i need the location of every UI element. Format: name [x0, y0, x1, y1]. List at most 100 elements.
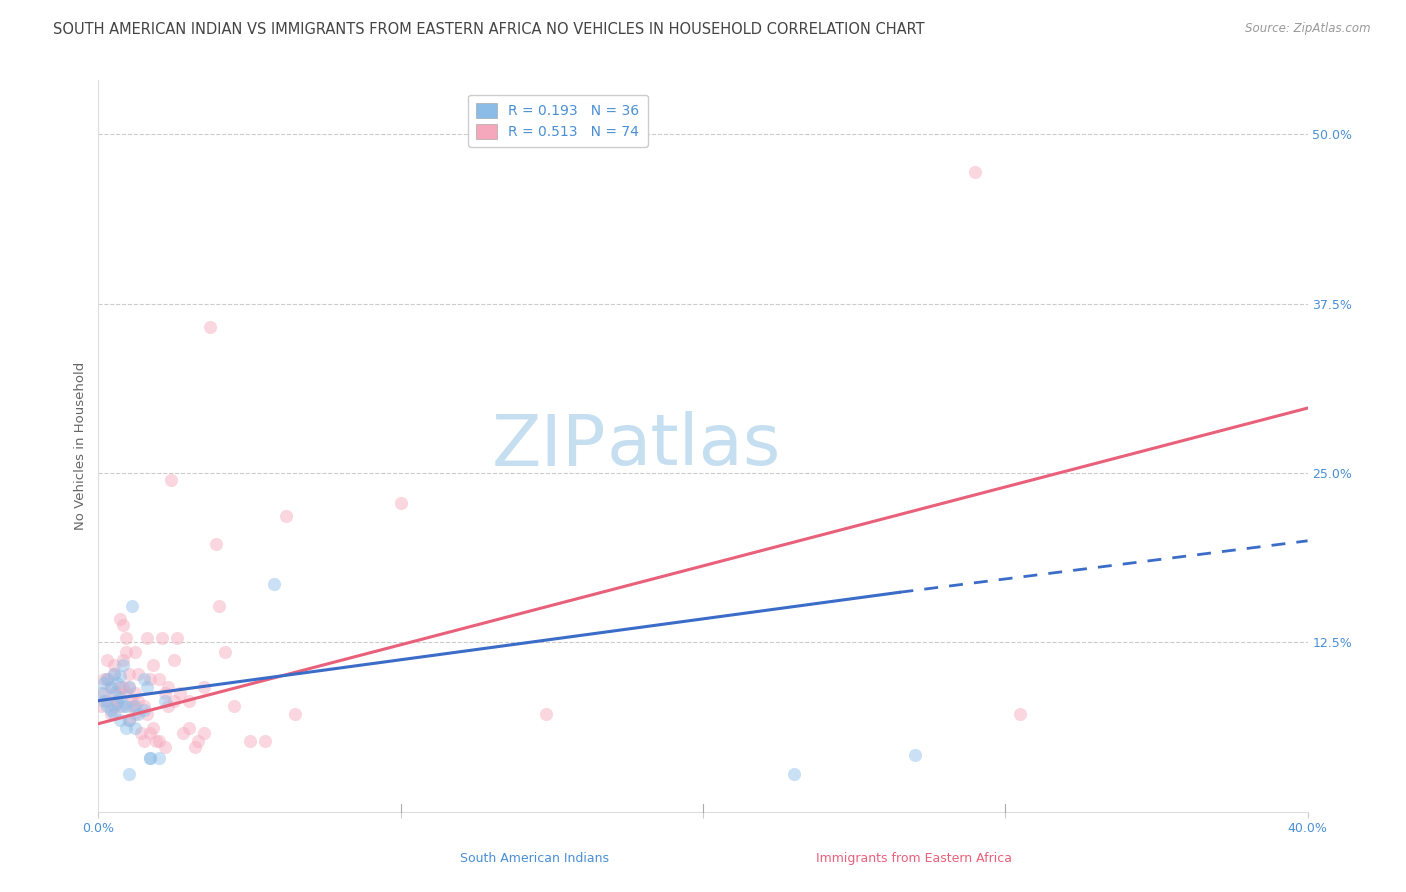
Point	[103, 666, 125, 681]
Text: atlas: atlas	[606, 411, 780, 481]
Point	[132, 672, 155, 686]
Point	[169, 685, 191, 699]
Point	[124, 721, 146, 735]
Point	[148, 750, 170, 764]
Point	[263, 577, 285, 591]
Point	[156, 699, 179, 714]
Point	[93, 672, 115, 686]
Point	[100, 703, 122, 717]
Point	[187, 734, 209, 748]
Text: Immigrants from Eastern Africa: Immigrants from Eastern Africa	[815, 852, 1012, 865]
Point	[142, 721, 165, 735]
Point	[108, 699, 131, 714]
Point	[184, 739, 207, 754]
Point	[118, 666, 141, 681]
Point	[142, 658, 165, 673]
Point	[118, 680, 141, 694]
Point	[153, 685, 176, 699]
Point	[100, 680, 122, 694]
Point	[108, 713, 131, 727]
Point	[1010, 707, 1032, 722]
Point	[100, 707, 122, 722]
Point	[160, 473, 183, 487]
Point	[118, 713, 141, 727]
Point	[179, 693, 201, 707]
Point	[253, 734, 276, 748]
Point	[121, 693, 143, 707]
Point	[193, 680, 215, 694]
Point	[96, 699, 118, 714]
Point	[172, 726, 194, 740]
Point	[145, 734, 167, 748]
Point	[105, 676, 128, 690]
Point	[105, 693, 128, 707]
Point	[114, 699, 136, 714]
Legend: R = 0.193   N = 36, R = 0.513   N = 74: R = 0.193 N = 36, R = 0.513 N = 74	[468, 95, 648, 147]
Point	[118, 680, 141, 694]
Point	[214, 645, 236, 659]
Point	[166, 632, 188, 646]
Point	[139, 726, 162, 740]
Point	[129, 726, 152, 740]
Point	[114, 632, 136, 646]
Point	[96, 672, 118, 686]
Point	[103, 685, 125, 699]
Point	[132, 734, 155, 748]
Point	[135, 632, 157, 646]
Point	[96, 693, 118, 707]
Point	[156, 680, 179, 694]
Point	[163, 653, 186, 667]
Point	[108, 669, 131, 683]
Point	[150, 632, 173, 646]
Point	[139, 750, 162, 764]
Point	[127, 693, 149, 707]
Point	[105, 697, 128, 711]
Point	[111, 617, 134, 632]
Point	[148, 672, 170, 686]
Point	[132, 703, 155, 717]
Point	[90, 685, 112, 699]
Point	[105, 685, 128, 699]
Point	[124, 699, 146, 714]
Point	[127, 666, 149, 681]
Point	[118, 766, 141, 780]
Point	[111, 653, 134, 667]
Point	[108, 690, 131, 704]
Text: Source: ZipAtlas.com: Source: ZipAtlas.com	[1246, 22, 1371, 36]
Point	[93, 676, 115, 690]
Point	[163, 693, 186, 707]
Point	[121, 599, 143, 613]
Point	[139, 672, 162, 686]
Point	[148, 734, 170, 748]
Point	[111, 680, 134, 694]
Point	[965, 165, 987, 179]
Point	[93, 685, 115, 699]
Point	[904, 747, 927, 762]
Point	[132, 699, 155, 714]
Point	[139, 750, 162, 764]
Y-axis label: No Vehicles in Household: No Vehicles in Household	[75, 362, 87, 530]
Point	[274, 509, 297, 524]
Point	[121, 699, 143, 714]
Point	[90, 699, 112, 714]
Point	[108, 680, 131, 694]
Point	[124, 707, 146, 722]
Point	[127, 707, 149, 722]
Point	[103, 699, 125, 714]
Point	[93, 693, 115, 707]
Point	[108, 612, 131, 626]
Point	[534, 707, 557, 722]
Point	[389, 496, 412, 510]
Point	[103, 666, 125, 681]
Point	[103, 658, 125, 673]
Point	[96, 672, 118, 686]
Point	[239, 734, 262, 748]
Point	[224, 699, 246, 714]
Point	[96, 653, 118, 667]
Point	[111, 658, 134, 673]
Point	[135, 707, 157, 722]
Point	[114, 685, 136, 699]
Point	[284, 707, 307, 722]
Point	[114, 721, 136, 735]
Point	[208, 599, 231, 613]
